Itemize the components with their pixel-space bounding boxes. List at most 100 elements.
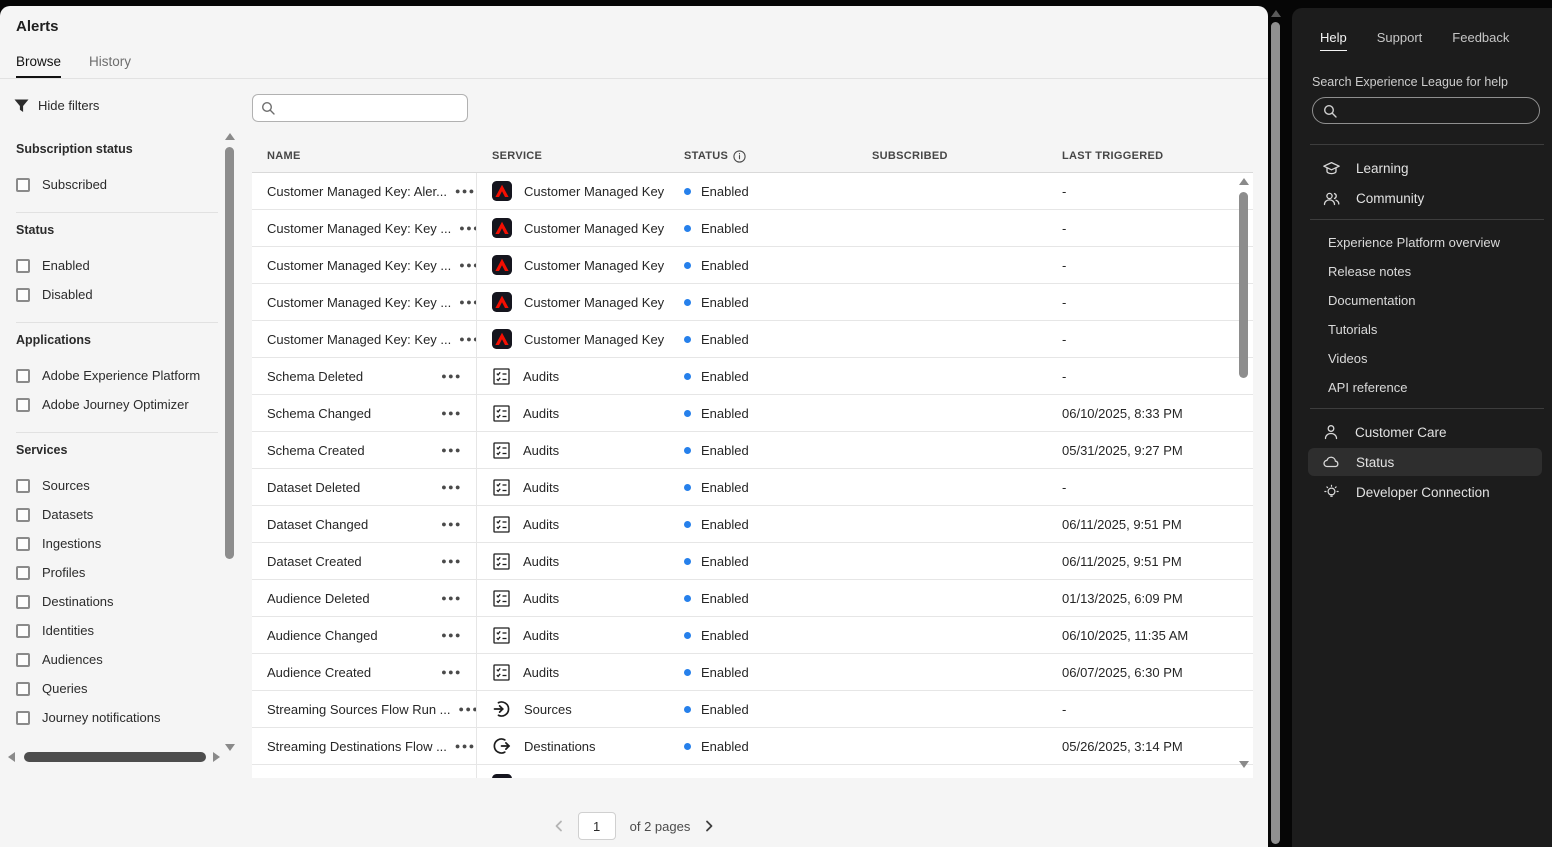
checkbox[interactable] (16, 652, 30, 667)
filter-option-ingestions[interactable]: Ingestions (16, 529, 218, 558)
alert-name-cell[interactable]: Streaming Destinations Flow ... ●●● (252, 728, 477, 764)
table-row[interactable]: Schema Deleted ●●● Audits Enabled - (252, 358, 1253, 395)
filter-option-journey-notifications[interactable]: Journey notifications (16, 703, 218, 732)
alert-name-cell[interactable]: Customer Managed Key: Aler... ●●● (252, 173, 477, 209)
help-link-documentation[interactable]: Documentation (1328, 293, 1416, 308)
scrollbar-thumb[interactable] (24, 752, 206, 762)
checkbox[interactable] (16, 177, 30, 192)
filter-option-destinations[interactable]: Destinations (16, 587, 218, 616)
checkbox[interactable] (16, 681, 30, 696)
checkbox[interactable] (16, 594, 30, 609)
filter-option-subscribed[interactable]: Subscribed (16, 170, 218, 199)
table-row[interactable]: Customer Managed Key: Key ... ●●● Custom… (252, 321, 1253, 358)
filter-option-sources[interactable]: Sources (16, 471, 218, 500)
checkbox[interactable] (16, 536, 30, 551)
help-link-api-reference[interactable]: API reference (1328, 380, 1408, 395)
hide-filters-button[interactable]: Hide filters (14, 98, 99, 113)
table-row[interactable]: Dataset Created ●●● Audits Enabled 06/11… (252, 543, 1253, 580)
help-tab-feedback[interactable]: Feedback (1452, 30, 1510, 45)
table-row[interactable]: Dataset Deleted ●●● Audits Enabled - (252, 469, 1253, 506)
table-row[interactable]: Streaming Sources Flow Run ... ●●● Sourc… (252, 691, 1253, 728)
checkbox[interactable] (16, 507, 30, 522)
alert-name-cell[interactable]: Audience Changed ●●● (252, 617, 477, 653)
filter-option-queries[interactable]: Queries (16, 674, 218, 703)
alert-name-cell[interactable]: Audience Deleted ●●● (252, 580, 477, 616)
table-row[interactable]: Schema Created ●●● Audits Enabled 05/31/… (252, 432, 1253, 469)
checkbox[interactable] (16, 623, 30, 638)
table-row[interactable]: Audience Changed ●●● Audits Enabled 06/1… (252, 617, 1253, 654)
alert-name-cell[interactable]: Customer Managed Key: Key ... ●●● (252, 284, 477, 320)
info-icon[interactable] (733, 149, 746, 163)
more-actions-button[interactable]: ●●● (454, 741, 476, 751)
previous-page-button[interactable] (554, 820, 564, 832)
alert-name-cell[interactable]: Audience Created ●●● (252, 654, 477, 690)
alert-name-cell[interactable]: Customer Managed Key: Key ... ●●● (252, 210, 477, 246)
help-link-videos[interactable]: Videos (1328, 351, 1368, 366)
alert-name-cell[interactable]: Customer Managed Key: Key ... ●●● (252, 321, 477, 357)
filter-option-enabled[interactable]: Enabled (16, 251, 218, 280)
more-actions-button[interactable]: ●●● (441, 482, 462, 492)
scroll-up-arrow[interactable] (225, 133, 235, 140)
more-actions-button[interactable]: ●●● (441, 630, 462, 640)
help-link-community[interactable]: Community (1292, 183, 1552, 213)
filter-option-identities[interactable]: Identities (16, 616, 218, 645)
help-tab-support[interactable]: Support (1376, 30, 1423, 45)
search-input[interactable] (281, 100, 459, 116)
more-actions-button[interactable]: ●●● (441, 371, 462, 381)
checkbox[interactable] (16, 368, 30, 383)
alert-name-cell[interactable]: Dataset Changed ●●● (252, 506, 477, 542)
scrollbar-thumb[interactable] (1239, 192, 1248, 378)
more-actions-button[interactable]: ●●● (459, 334, 476, 344)
more-actions-button[interactable]: ●●● (454, 186, 476, 196)
scroll-up-arrow[interactable] (1239, 178, 1249, 185)
more-actions-button[interactable]: ●●● (459, 297, 476, 307)
more-actions-button[interactable]: ●●● (441, 593, 462, 603)
help-tab-help[interactable]: Help (1320, 30, 1347, 51)
table-row[interactable]: Audience Created ●●● Audits Enabled 06/0… (252, 654, 1253, 691)
table-row[interactable]: Customer Managed Key: Key ... ●●● Custom… (252, 284, 1253, 321)
table-row[interactable]: Customer Managed Key: Key ... ●●● Custom… (252, 210, 1253, 247)
checkbox[interactable] (16, 478, 30, 493)
table-row[interactable]: Customer Managed Key: Key ... ●●● Custom… (252, 247, 1253, 284)
checkbox[interactable] (16, 258, 30, 273)
more-actions-button[interactable]: ●●● (441, 445, 462, 455)
table-row[interactable]: Streaming Destinations Flow ... ●●● Dest… (252, 728, 1253, 765)
scroll-left-arrow[interactable] (8, 752, 15, 762)
alert-name-cell[interactable]: Dataset Created ●●● (252, 543, 477, 579)
scroll-down-arrow[interactable] (1239, 761, 1249, 768)
table-row[interactable]: Customer Managed Key: Aler... ●●● Custom… (252, 173, 1253, 210)
checkbox[interactable] (16, 565, 30, 580)
checkbox[interactable] (16, 710, 30, 725)
scroll-down-arrow[interactable] (225, 744, 235, 751)
help-search-input[interactable] (1343, 103, 1529, 118)
more-actions-button[interactable]: ●●● (459, 223, 476, 233)
more-actions-button[interactable]: ●●● (441, 556, 462, 566)
next-page-button[interactable] (704, 820, 714, 832)
scrollbar-thumb[interactable] (1271, 22, 1280, 844)
alert-name-cell[interactable]: Schema Created ●●● (252, 432, 477, 468)
alert-name-cell[interactable]: Dataset Deleted ●●● (252, 469, 477, 505)
scrollbar-thumb[interactable] (225, 147, 234, 559)
alert-name-cell[interactable]: Schema Deleted ●●● (252, 358, 477, 394)
checkbox[interactable] (16, 287, 30, 302)
filter-option-disabled[interactable]: Disabled (16, 280, 218, 309)
more-actions-button[interactable]: ●●● (458, 704, 476, 714)
alert-name-cell[interactable]: Customer Managed Key: Key ... ●●● (252, 247, 477, 283)
scroll-up-arrow[interactable] (1271, 10, 1281, 17)
help-link-developer-connection[interactable]: Developer Connection (1292, 477, 1552, 507)
help-link-experience-platform-overview[interactable]: Experience Platform overview (1328, 235, 1500, 250)
filter-option-datasets[interactable]: Datasets (16, 500, 218, 529)
alert-name-cell[interactable]: Streaming Sources Flow Run ... ●●● (252, 691, 477, 727)
filter-option-adobe-experience-platform[interactable]: Adobe Experience Platform (16, 361, 218, 390)
filter-option-audiences[interactable]: Audiences (16, 645, 218, 674)
table-row[interactable]: Schema Changed ●●● Audits Enabled 06/10/… (252, 395, 1253, 432)
help-link-release-notes[interactable]: Release notes (1328, 264, 1412, 279)
alert-name-cell[interactable]: Schema Changed ●●● (252, 395, 477, 431)
table-row[interactable]: Dataset Changed ●●● Audits Enabled 06/11… (252, 506, 1253, 543)
tab-browse[interactable]: Browse (16, 54, 62, 78)
filter-option-profiles[interactable]: Profiles (16, 558, 218, 587)
help-link-learning[interactable]: Learning (1292, 153, 1552, 183)
more-actions-button[interactable]: ●●● (459, 260, 476, 270)
help-link-customer-care[interactable]: Customer Care (1292, 417, 1552, 447)
checkbox[interactable] (16, 397, 30, 412)
